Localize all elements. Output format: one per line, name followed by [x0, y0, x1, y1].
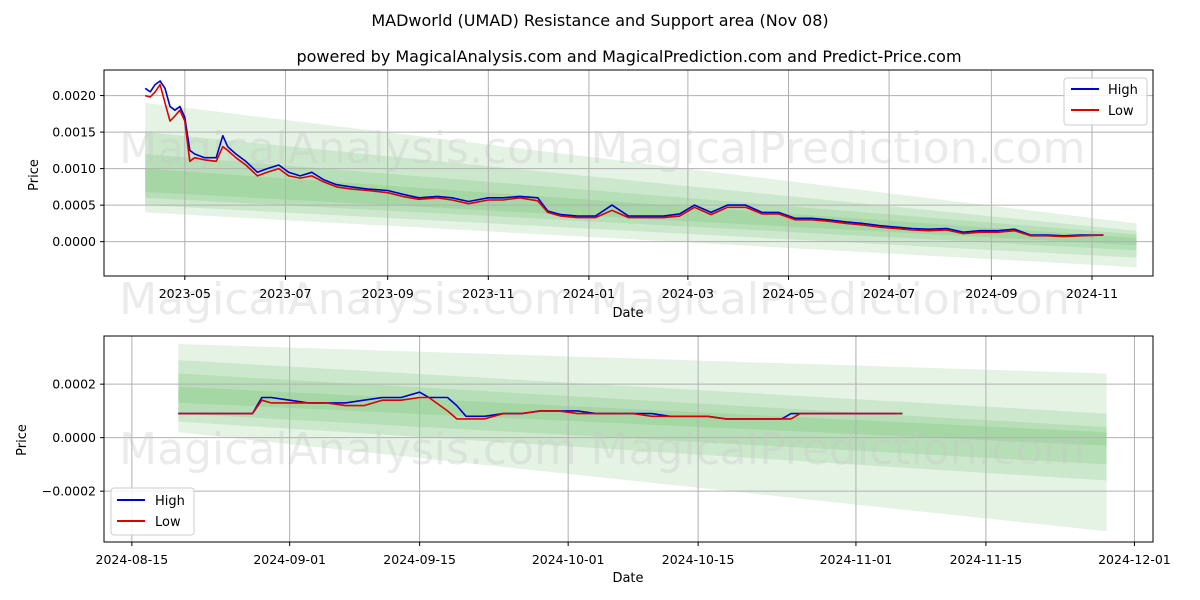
- top-series-lines: [144, 80, 1104, 238]
- top-xlabel: Date: [612, 306, 643, 321]
- top-panel: MagicalAnalysis.com MagicalPrediction.co…: [27, 69, 1154, 325]
- top-xtick-label-8: 2024-09: [965, 286, 1017, 301]
- bottom-plot-frame: [103, 335, 1154, 543]
- bottom-grid: [104, 336, 1153, 542]
- bottom-xtick-label-4: 2024-10-15: [662, 552, 735, 567]
- bottom-band-3: [178, 386, 1107, 446]
- bottom-watermark-analysis: MagicalAnalysis.com: [119, 424, 577, 475]
- top-xtick-label-4: 2024-01: [563, 286, 615, 301]
- top-xtick-label-6: 2024-05: [762, 286, 814, 301]
- top-plot-frame: [103, 69, 1154, 277]
- bottom-series-lines: [178, 391, 903, 420]
- top-legend-high-label: High: [1108, 83, 1138, 98]
- top-xtick-label-9: 2024-11: [1066, 286, 1118, 301]
- top-series-low-line: [144, 83, 1104, 238]
- top-watermark-analysis: MagicalAnalysis.com: [119, 123, 577, 174]
- chart-title: MADworld (UMAD) Resistance and Support a…: [371, 11, 828, 30]
- bottom-xtick-label-3: 2024-10-01: [532, 552, 605, 567]
- top-ytick-label-4: 0.0020: [52, 88, 96, 103]
- top-legend: High Low: [1063, 77, 1148, 126]
- bottom-watermarks: MagicalAnalysis.com MagicalPrediction.co…: [119, 424, 1085, 475]
- bottom-ytick-label-0: −0.0002: [42, 484, 96, 499]
- top-watermark-prediction-2: MagicalPrediction.com: [591, 274, 1086, 325]
- bottom-legend-high-label: High: [155, 494, 185, 509]
- top-ytick-label-3: 0.0015: [52, 125, 96, 140]
- bottom-xtick-label-7: 2024-12-01: [1098, 552, 1171, 567]
- top-ylabel: Price: [27, 159, 42, 191]
- bottom-ytick-label-2: 0.0002: [52, 377, 96, 392]
- bottom-ytick-label-1: 0.0000: [52, 430, 96, 445]
- top-xtick-label-7: 2024-07: [863, 286, 915, 301]
- top-xtick-label-5: 2024-03: [662, 286, 714, 301]
- top-watermark-analysis-2: MagicalAnalysis.com: [119, 274, 577, 325]
- bottom-legend-low-label: Low: [155, 515, 181, 530]
- bottom-xtick-label-5: 2024-11-01: [820, 552, 893, 567]
- top-series-high-line: [144, 80, 1104, 237]
- bottom-xtick-label-1: 2024-09-01: [253, 552, 326, 567]
- top-xtick-label-0: 2023-05: [159, 286, 211, 301]
- bottom-ylabel: Price: [15, 424, 30, 456]
- top-ytick-label-0: 0.0000: [52, 234, 96, 249]
- bottom-series-low-line: [178, 396, 903, 420]
- top-watermarks: MagicalAnalysis.com MagicalPrediction.co…: [119, 123, 1085, 325]
- top-grid: [104, 70, 1153, 276]
- bottom-xtick-label-2: 2024-09-15: [383, 552, 456, 567]
- bottom-axis-ticks: 2024-08-15 2024-09-01 2024-09-15 2024-10-01…: [42, 377, 1171, 567]
- bottom-legend: High Low: [110, 487, 195, 536]
- bottom-xtick-label-6: 2024-11-15: [950, 552, 1023, 567]
- bottom-xlabel: Date: [612, 571, 643, 586]
- bottom-band-2: [178, 373, 1107, 465]
- top-legend-low-label: Low: [1108, 104, 1134, 119]
- top-ytick-label-2: 0.0010: [52, 161, 96, 176]
- top-axis-ticks: 2023-05 2023-07 2023-09 2023-11 2024-01 2024-…: [52, 88, 1118, 301]
- top-xtick-label-2: 2023-09: [362, 286, 414, 301]
- top-ytick-label-1: 0.0005: [52, 198, 96, 213]
- top-xtick-label-1: 2023-07: [259, 286, 311, 301]
- top-watermark-prediction: MagicalPrediction.com: [591, 123, 1086, 174]
- bottom-panel: MagicalAnalysis.com MagicalPrediction.co…: [15, 335, 1171, 586]
- bottom-band-1: [178, 360, 1107, 481]
- chart-subtitle: powered by MagicalAnalysis.com and Magic…: [296, 47, 961, 66]
- bottom-xtick-label-0: 2024-08-15: [96, 552, 169, 567]
- bottom-watermark-prediction: MagicalPrediction.com: [591, 424, 1086, 475]
- top-xtick-label-3: 2023-11: [462, 286, 514, 301]
